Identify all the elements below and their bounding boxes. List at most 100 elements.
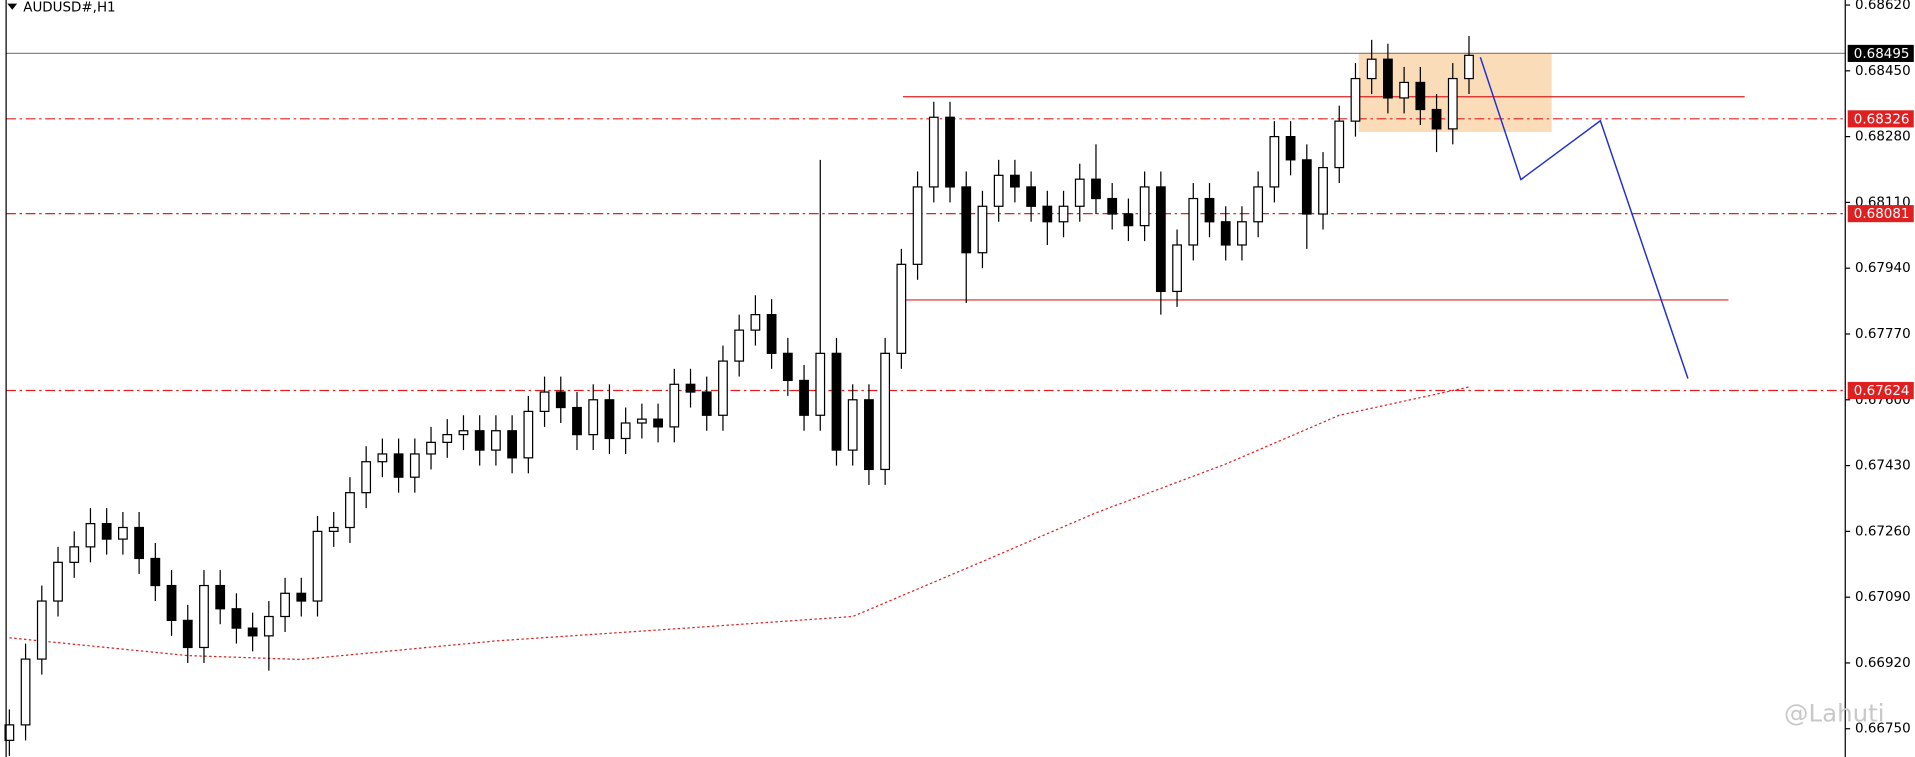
menu-arrow (7, 3, 18, 10)
y-tick-label: 0.67090 (1855, 590, 1911, 605)
moving-average (9, 386, 1470, 661)
candle-body (928, 116, 939, 188)
candle-body (604, 399, 615, 440)
candle-body (134, 526, 145, 560)
candle-body (166, 584, 177, 621)
candle-body (442, 434, 453, 443)
candle-body (1009, 174, 1020, 188)
candle-body (36, 600, 47, 660)
candle-body (685, 383, 696, 393)
candle-body (1042, 205, 1053, 223)
candle-body (555, 391, 566, 409)
candle-body (263, 615, 274, 637)
candle-body (474, 430, 485, 451)
candle-body (101, 523, 112, 540)
watermark: @Lahuti (1784, 698, 1885, 727)
candle-body (977, 205, 988, 254)
candle-body (1204, 197, 1215, 223)
candle-body (1285, 136, 1296, 161)
candles-layer (4, 35, 1474, 756)
candle-body (1318, 166, 1328, 215)
candle-body (1350, 77, 1361, 122)
chart-title: AUDUSD#,H1 (23, 0, 115, 15)
level-label: 0.68081 (1854, 207, 1910, 222)
y-tick-label: 0.67940 (1855, 261, 1911, 276)
candle-body (961, 186, 972, 254)
level-label-bg (1847, 110, 1914, 128)
candle-body (1399, 81, 1410, 99)
candle-body (896, 263, 907, 354)
candle-body (1464, 54, 1474, 80)
candle-body (718, 360, 728, 416)
candle-body (458, 430, 469, 436)
candle-body (1091, 178, 1101, 200)
axis-layer: 0.686200.684500.682800.681100.679400.677… (5, 0, 1914, 757)
candle-body (1415, 81, 1426, 111)
candle-body (1058, 205, 1069, 223)
candle-body (636, 418, 647, 424)
candle-body (523, 410, 534, 459)
candle-body (782, 352, 793, 382)
candle-body (215, 584, 226, 610)
candle-body (1253, 186, 1264, 223)
y-tick-label: 0.68280 (1855, 130, 1911, 145)
candle-body (1301, 159, 1312, 215)
candle-body (1107, 197, 1118, 215)
candle-body (588, 399, 599, 436)
y-tick-label: 0.66750 (1855, 722, 1911, 737)
level-label: 0.67624 (1854, 384, 1910, 399)
candle-body (199, 584, 209, 649)
candle-body (312, 530, 323, 602)
candle-body (1431, 108, 1442, 130)
candle-body (247, 627, 258, 637)
candle-body (1155, 186, 1166, 293)
candle-body (231, 608, 242, 629)
candle-body (653, 418, 663, 428)
y-tick-label: 0.67260 (1855, 524, 1911, 539)
y-tick-label: 0.66920 (1855, 656, 1911, 671)
candle-body (620, 422, 631, 440)
level-label: 0.68326 (1854, 112, 1910, 127)
candle-body (491, 430, 501, 451)
candle-body (1172, 244, 1182, 293)
candle-body (182, 619, 193, 649)
candle-body (361, 461, 372, 494)
candle-body (766, 314, 777, 354)
candle-body (280, 592, 290, 618)
candle-body (296, 592, 307, 602)
candle-body (815, 352, 826, 416)
candle-body (831, 352, 842, 451)
candle-body (1447, 77, 1458, 130)
candle-body (864, 399, 874, 471)
candle-body (1237, 221, 1247, 246)
candle-body (572, 406, 582, 436)
candle-body (1139, 186, 1150, 227)
current-price-label: 0.68495 (1854, 47, 1910, 62)
level-label-bg (1847, 205, 1914, 223)
candle-body (1188, 197, 1199, 246)
y-tick-label: 0.67430 (1855, 459, 1911, 474)
candle-body (750, 314, 761, 331)
candle-body (880, 352, 891, 471)
y-tick-label: 0.67770 (1855, 327, 1911, 342)
candle-body (1334, 120, 1345, 169)
candle-body (393, 453, 404, 478)
candle-body (345, 492, 355, 529)
candle-body (507, 430, 518, 459)
current-price-label-bg (1847, 44, 1914, 62)
candle-body (993, 174, 1004, 207)
candle-body (1269, 136, 1280, 188)
candle-body (1366, 58, 1377, 80)
candle-body (912, 186, 923, 265)
candle-body (1074, 178, 1085, 207)
projection-line (1479, 57, 1689, 379)
candle-body (426, 441, 436, 455)
candle-body (1026, 186, 1036, 207)
candle-body (53, 561, 63, 602)
candle-body (150, 557, 161, 587)
candle-body (1220, 221, 1231, 246)
candle-body (328, 526, 339, 532)
candle-body (734, 329, 745, 362)
